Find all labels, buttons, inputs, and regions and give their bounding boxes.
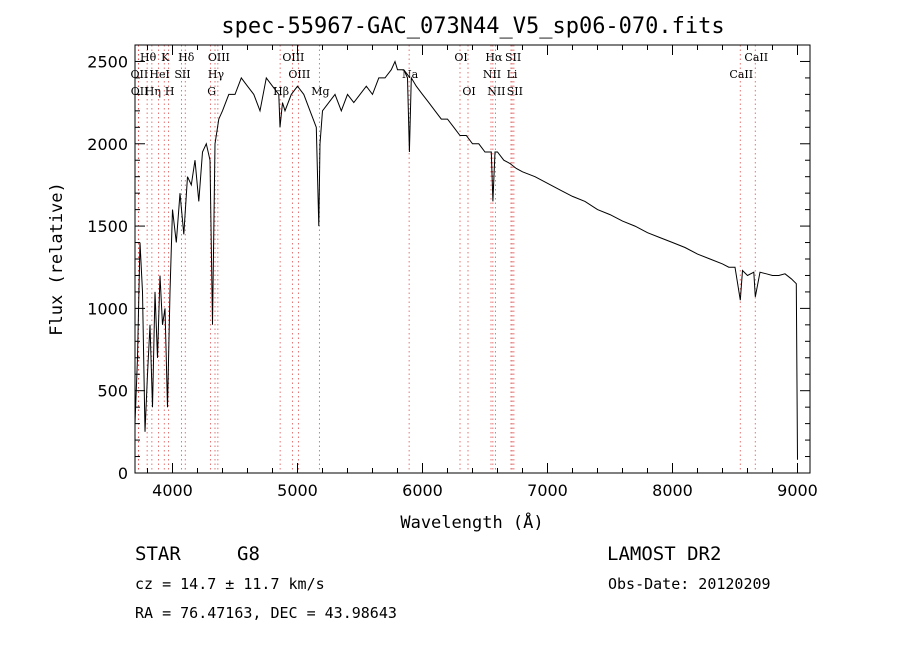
spectral-line-label: NII [487, 85, 505, 98]
spectral-line-label: OIII [288, 68, 310, 81]
y-tick-label: 500 [97, 382, 128, 401]
observation-date: Obs-Date: 20120209 [608, 575, 771, 593]
y-tick-label: 2500 [87, 52, 128, 71]
spectral-line-label: OII [131, 68, 149, 81]
y-tick-label: 0 [118, 464, 128, 483]
spectral-line-label: NII [483, 68, 501, 81]
spectral-line-label: OIII [208, 51, 230, 64]
y-axis-label: Flux (relative) [47, 182, 67, 336]
spectral-line-label: Hη [145, 85, 161, 98]
spectral-line-label: SII [505, 51, 521, 64]
spectral-line-label: Mg [311, 85, 329, 98]
y-axis-ticks: 0 500 1000 1500 2000 2500 [87, 52, 810, 483]
coordinates: RA = 76.47163, DEC = 43.98643 [135, 604, 397, 622]
spectral-line-label: SII [174, 68, 190, 81]
spectral-line-label: Hδ [178, 51, 195, 64]
x-tick-label: 5000 [277, 481, 318, 500]
y-tick-label: 1500 [87, 217, 128, 236]
object-class: STAR [135, 543, 181, 565]
x-tick-label: 4000 [152, 481, 193, 500]
spectral-line-label: K [161, 51, 170, 64]
y-tick-label: 2000 [87, 135, 128, 154]
spectral-line-label: Hα [485, 51, 503, 64]
spectral-line-label: G [207, 85, 216, 98]
spectral-line-label: H [165, 85, 175, 98]
object-subclass: G8 [237, 543, 260, 565]
x-tick-label: 7000 [527, 481, 568, 500]
spectral-line-label: HeI [149, 68, 169, 81]
y-tick-label: 1000 [87, 299, 128, 318]
x-tick-label: 8000 [652, 481, 693, 500]
spectral-line-markers [137, 45, 756, 473]
spectral-line-label: Li [507, 68, 518, 81]
survey-name: LAMOST DR2 [607, 543, 721, 565]
spectral-line-label: Hγ [208, 68, 225, 81]
x-tick-label: 9000 [777, 481, 818, 500]
x-axis-ticks: 4000 5000 6000 7000 8000 9000 [147, 45, 818, 500]
spectral-line-label: Na [402, 68, 419, 81]
redshift-cz: cz = 14.7 ± 11.7 km/s [135, 575, 325, 593]
spectral-line-label: CaII [744, 51, 768, 64]
spectral-line-label: Hβ [273, 85, 289, 98]
spectral-line-label: SII [507, 85, 523, 98]
spectrum-series-line [134, 60, 798, 460]
spectral-line-label: CaII [729, 68, 753, 81]
chart-title: spec-55967-GAC_073N44_V5_sp06-070.fits [221, 14, 724, 39]
x-tick-label: 6000 [402, 481, 443, 500]
x-axis-label: Wavelength (Å) [400, 511, 543, 533]
spectral-line-label: OIII [282, 51, 304, 64]
spectral-line-label: OI [454, 51, 467, 64]
spectral-line-label: OI [462, 85, 475, 98]
spectral-line-label: Hθ [140, 51, 157, 64]
